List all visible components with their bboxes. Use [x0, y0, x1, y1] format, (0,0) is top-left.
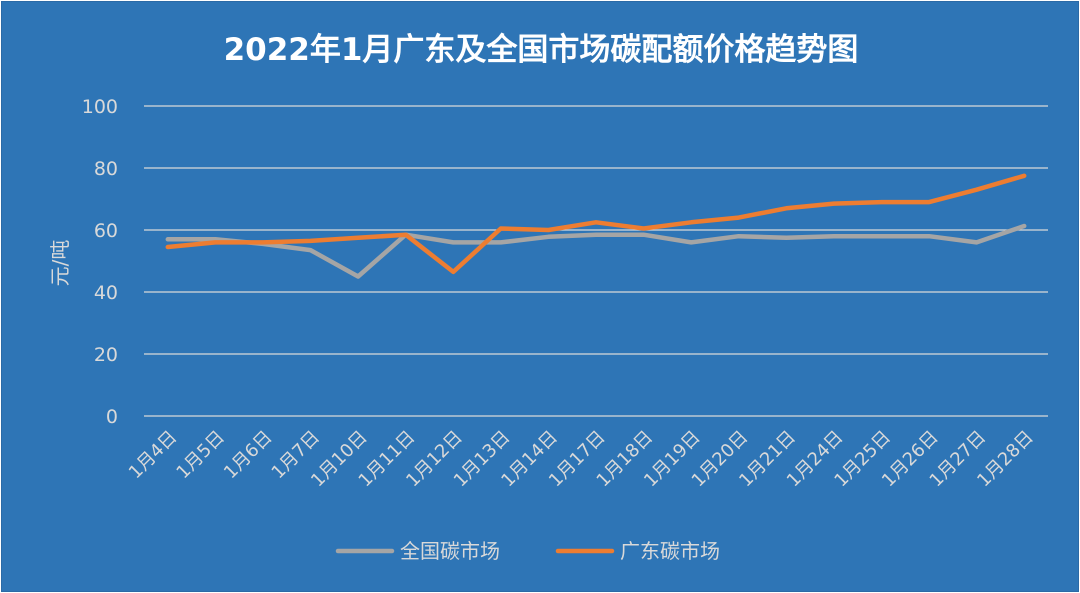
series-lines [165, 173, 1027, 279]
x-tick-label: 1月6日 [220, 427, 277, 484]
x-tick-labels: 1月4日1月5日1月6日1月7日1月10日1月11日1月12日1月13日1月14… [125, 427, 1038, 492]
y-tick-label: 20 [94, 344, 118, 366]
series-line-1 [165, 223, 1027, 279]
series-line-2 [165, 173, 1027, 275]
grid-lines [144, 105, 1048, 417]
y-tick-label: 0 [106, 406, 118, 428]
x-tick-label: 1月4日 [125, 427, 182, 484]
y-tick-label: 80 [94, 158, 118, 180]
y-axis-label: 元/吨 [48, 240, 72, 287]
legend: 全国碳市场 广东碳市场 [335, 539, 720, 563]
y-tick-label: 60 [94, 220, 118, 242]
chart-title: 2022年1月广东及全国市场碳配额价格趋势图 [224, 32, 859, 68]
y-tick-label: 100 [82, 96, 118, 118]
legend-label-2: 广东碳市场 [620, 539, 720, 563]
y-tick-labels: 0 20 40 60 80 100 [82, 96, 118, 428]
legend-label-1: 全国碳市场 [400, 539, 500, 563]
y-tick-label: 40 [94, 282, 118, 304]
x-tick-label: 1月5日 [172, 427, 229, 484]
